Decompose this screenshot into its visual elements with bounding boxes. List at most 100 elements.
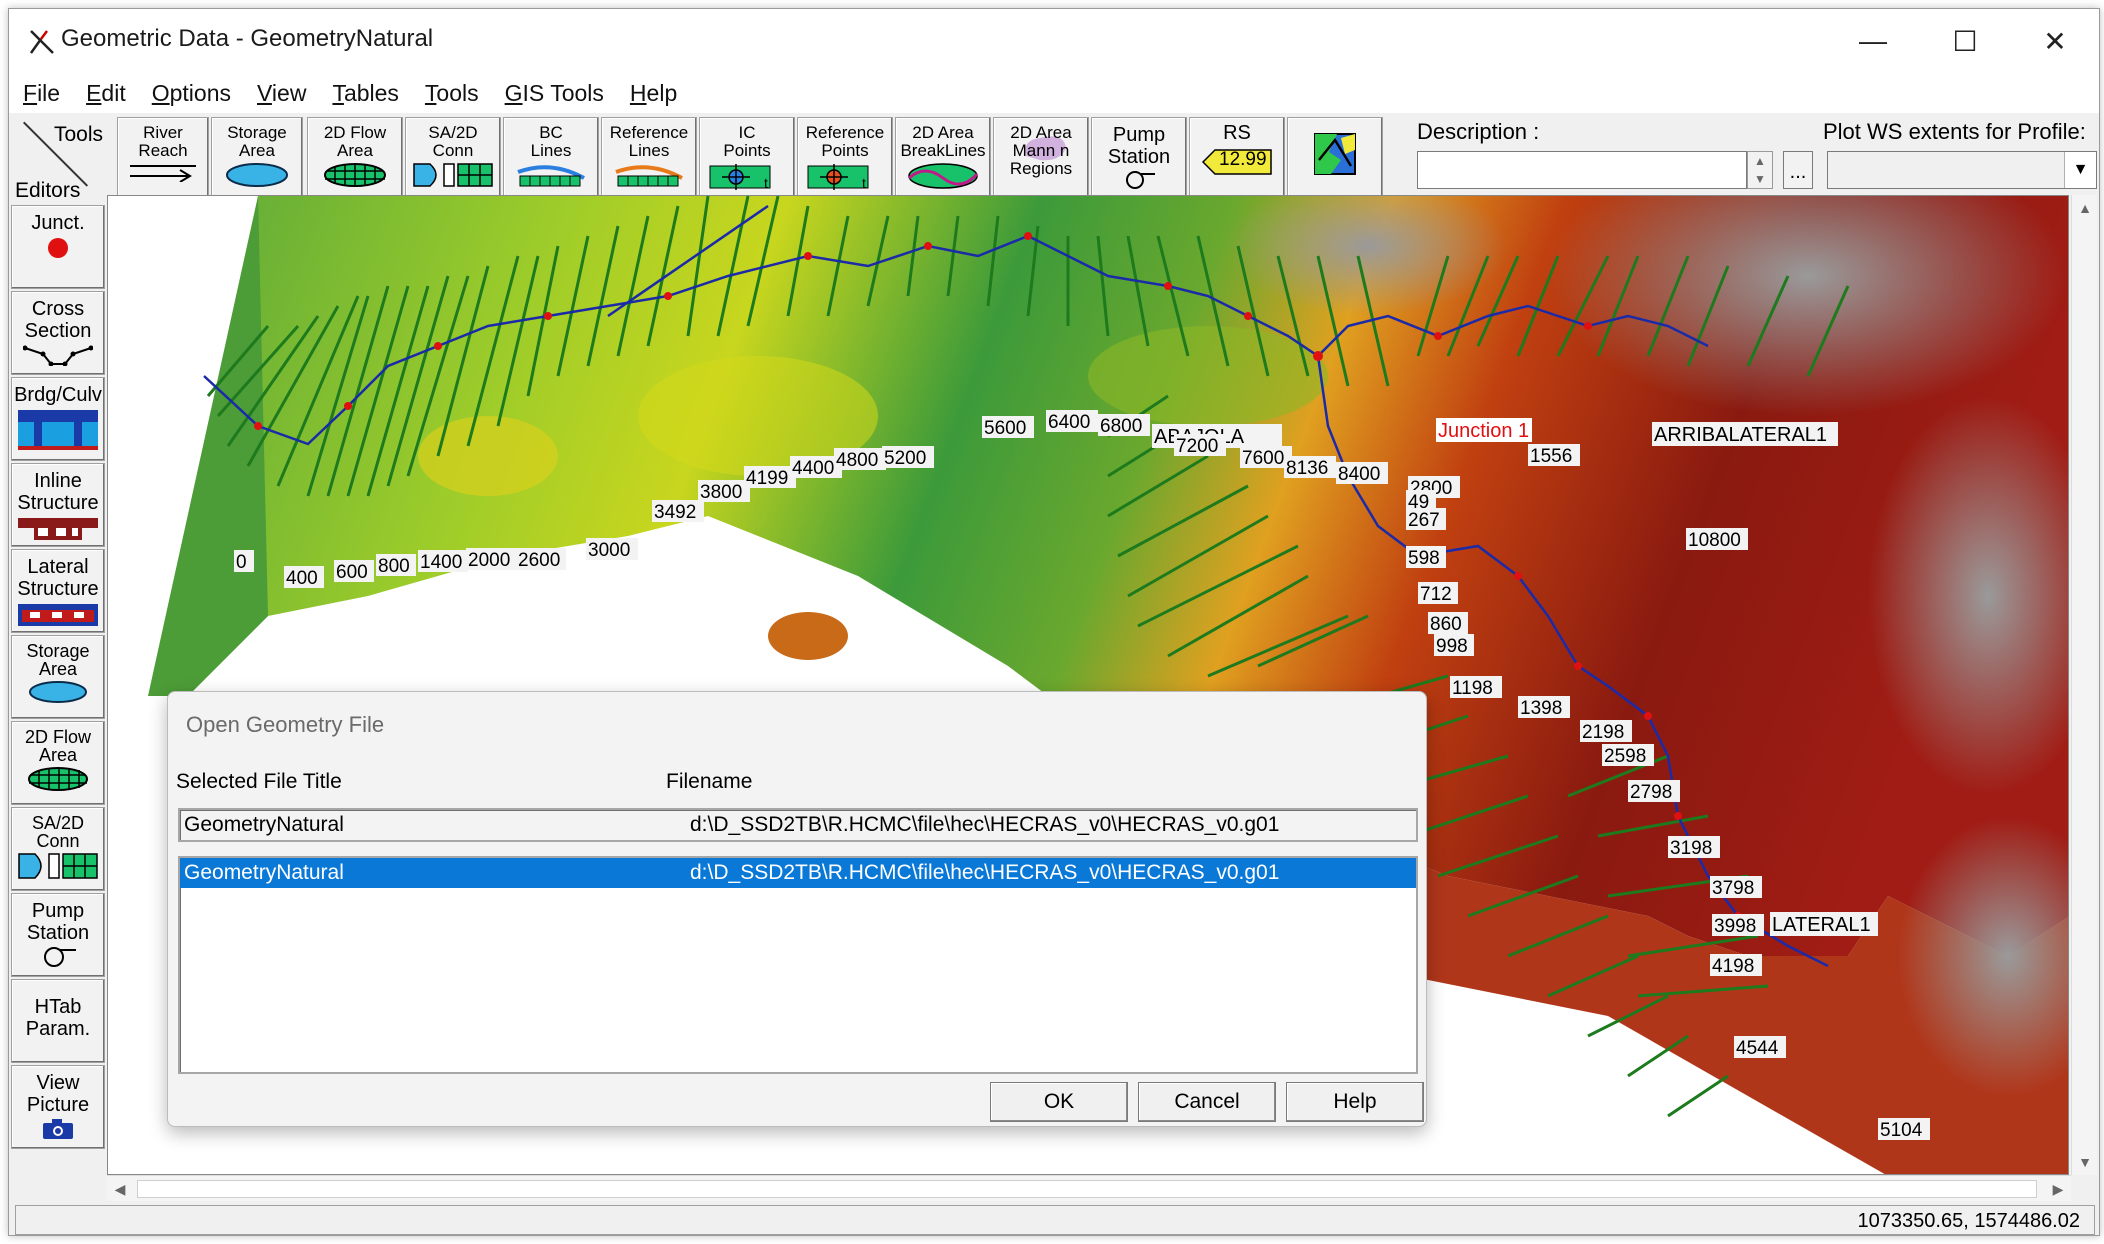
svg-text:2598: 2598 bbox=[1604, 746, 1646, 767]
camera-icon bbox=[43, 1119, 73, 1139]
bridge-culvert-editor-button[interactable]: Brdg/Culv bbox=[11, 377, 105, 461]
horizontal-scrollbar[interactable]: ◀ ▶ bbox=[107, 1175, 2071, 1201]
dialog-title: Open Geometry File bbox=[186, 712, 385, 737]
xs-label: 2598 bbox=[1602, 744, 1654, 767]
svg-text:10800: 10800 bbox=[1688, 530, 1741, 551]
xs-label: 712 bbox=[1418, 582, 1458, 605]
reference-lines-button[interactable]: Reference Lines bbox=[601, 117, 697, 199]
storage-area-icon bbox=[29, 681, 87, 703]
menu-options[interactable]: Options bbox=[151, 79, 231, 106]
storage-area-button[interactable]: Storage Area bbox=[211, 117, 303, 199]
xs-label: 3198 bbox=[1668, 836, 1720, 859]
scroll-up-icon[interactable]: ▲ bbox=[2078, 200, 2092, 216]
pump-station-button[interactable]: Pump Station bbox=[1091, 117, 1187, 199]
svg-text:4198: 4198 bbox=[1712, 956, 1754, 977]
menu-file[interactable]: File bbox=[23, 79, 61, 106]
horizontal-scroll-thumb[interactable] bbox=[137, 1180, 2037, 1198]
svg-text:712: 712 bbox=[1420, 584, 1452, 605]
minimize-button[interactable]: — bbox=[1859, 25, 1887, 56]
xs-label: 1198 bbox=[1450, 676, 1502, 699]
xs-label: 1398 bbox=[1518, 696, 1570, 719]
xs-label: 600 bbox=[334, 560, 374, 583]
geometry-file-list[interactable]: GeometryNatural d:\D_SSD2TB\R.HCMC\file\… bbox=[178, 856, 1418, 1074]
2d-flow-area-editor-button[interactable]: 2D Flow Area bbox=[11, 721, 105, 805]
maximize-button[interactable]: ☐ bbox=[1952, 25, 1978, 57]
lateral-structure-editor-button[interactable]: Lateral Structure bbox=[11, 549, 105, 633]
storage-area-editor-button[interactable]: Storage Area bbox=[11, 635, 105, 719]
editors-label: Editors bbox=[15, 179, 81, 202]
menu-gis-tools[interactable]: GIS Tools bbox=[504, 79, 604, 106]
menu-tools[interactable]: Tools bbox=[424, 79, 479, 106]
xs-label: 4544 bbox=[1734, 1036, 1786, 1059]
xs-label: 2798 bbox=[1628, 780, 1680, 803]
menu-edit[interactable]: Edit bbox=[86, 79, 126, 106]
ok-button[interactable]: OK bbox=[990, 1082, 1128, 1122]
svg-text:998: 998 bbox=[1436, 636, 1468, 657]
sa-2d-conn-button[interactable]: SA/2D Conn bbox=[405, 117, 501, 199]
xs-label: 3998 bbox=[1712, 914, 1764, 937]
geometric-data-window: Geometric Data - GeometryNatural — ☐ ✕ F… bbox=[8, 8, 2100, 1236]
mann-n-regions-button[interactable]: 2D Area Mann n Regions bbox=[993, 117, 1089, 199]
bc-lines-button[interactable]: BC Lines bbox=[503, 117, 599, 199]
xs-label: 1400 bbox=[418, 550, 468, 573]
inline-structure-editor-button[interactable]: Inline Structure bbox=[11, 463, 105, 547]
scroll-left-icon[interactable]: ◀ bbox=[114, 1181, 126, 1197]
svg-text:3798: 3798 bbox=[1712, 878, 1754, 899]
breaklines-button[interactable]: 2D Area BreakLines bbox=[895, 117, 991, 199]
description-spinner[interactable]: ▲ ▼ bbox=[1747, 151, 1773, 189]
lateral-structure-icon bbox=[18, 604, 98, 626]
ic-points-button[interactable]: IC Points t bbox=[699, 117, 795, 199]
view-picture-button[interactable]: View Picture bbox=[11, 1065, 105, 1149]
pump-station-icon bbox=[1126, 171, 1155, 189]
chevron-down-icon[interactable]: ▼ bbox=[2064, 152, 2096, 188]
htab-param-editor-button[interactable]: HTab Param. bbox=[11, 979, 105, 1063]
2d-flow-area-button[interactable]: 2D Flow Area bbox=[307, 117, 403, 199]
xs-label: 3800 bbox=[698, 480, 750, 503]
junction-editor-button[interactable]: Junct. bbox=[11, 205, 105, 289]
cross-section-icon bbox=[23, 345, 93, 366]
menu-view[interactable]: View bbox=[256, 79, 307, 106]
menu-help[interactable]: Help bbox=[629, 79, 678, 106]
scroll-down-icon[interactable]: ▼ bbox=[2078, 1154, 2092, 1170]
xs-label: 6400 bbox=[1046, 410, 1098, 433]
description-more-button[interactable]: ... bbox=[1783, 151, 1813, 189]
river-reach-button[interactable]: River Reach bbox=[117, 117, 209, 199]
xs-label: 7200 bbox=[1174, 434, 1226, 457]
svg-text:49: 49 bbox=[1408, 492, 1429, 513]
scroll-right-icon[interactable]: ▶ bbox=[2052, 1181, 2064, 1197]
cross-section-editor-button[interactable]: Cross Section bbox=[11, 291, 105, 375]
sa-2d-conn-icon bbox=[18, 853, 98, 879]
xs-label: 10800 bbox=[1686, 528, 1748, 551]
junction-marker[interactable] bbox=[1313, 351, 1323, 361]
xs-label: 5600 bbox=[982, 416, 1034, 439]
sa-2d-conn-editor-button[interactable]: SA/2D Conn bbox=[11, 807, 105, 891]
rs-value: 12.99 bbox=[1219, 149, 1267, 170]
inline-structure-icon bbox=[18, 518, 98, 540]
profile-select[interactable]: ▼ bbox=[1827, 151, 2097, 189]
cancel-button[interactable]: Cancel bbox=[1138, 1082, 1276, 1122]
svg-text:4544: 4544 bbox=[1736, 1038, 1779, 1059]
xs-label: 49 bbox=[1406, 490, 1436, 513]
svg-text:2000: 2000 bbox=[468, 550, 510, 571]
description-input[interactable] bbox=[1417, 151, 1747, 189]
reference-points-button[interactable]: Reference Points t bbox=[797, 117, 893, 199]
svg-text:267: 267 bbox=[1408, 510, 1440, 531]
svg-text:3198: 3198 bbox=[1670, 838, 1712, 859]
vertical-scrollbar[interactable]: ▲ ▼ bbox=[2071, 195, 2097, 1175]
profile-label: Plot WS extents for Profile: bbox=[1823, 119, 2086, 144]
list-item[interactable]: GeometryNatural d:\D_SSD2TB\R.HCMC\file\… bbox=[180, 858, 1416, 888]
svg-text:1398: 1398 bbox=[1520, 698, 1562, 719]
menu-bar: File Edit Options View Tables Tools GIS … bbox=[9, 73, 2099, 113]
svg-text:t: t bbox=[862, 175, 866, 190]
svg-text:7600: 7600 bbox=[1242, 448, 1284, 469]
rs-button[interactable]: RS 12.99 bbox=[1189, 117, 1285, 199]
breaklines-icon bbox=[908, 163, 979, 189]
svg-text:3492: 3492 bbox=[654, 502, 696, 523]
svg-text:0: 0 bbox=[236, 552, 247, 573]
help-button[interactable]: Help bbox=[1286, 1082, 1424, 1122]
gis-map-button[interactable] bbox=[1287, 117, 1383, 199]
menu-tables[interactable]: Tables bbox=[332, 79, 399, 106]
close-button[interactable]: ✕ bbox=[2043, 25, 2067, 57]
pump-station-editor-button[interactable]: Pump Station bbox=[11, 893, 105, 977]
cross-section-lines bbox=[206, 196, 1850, 1118]
